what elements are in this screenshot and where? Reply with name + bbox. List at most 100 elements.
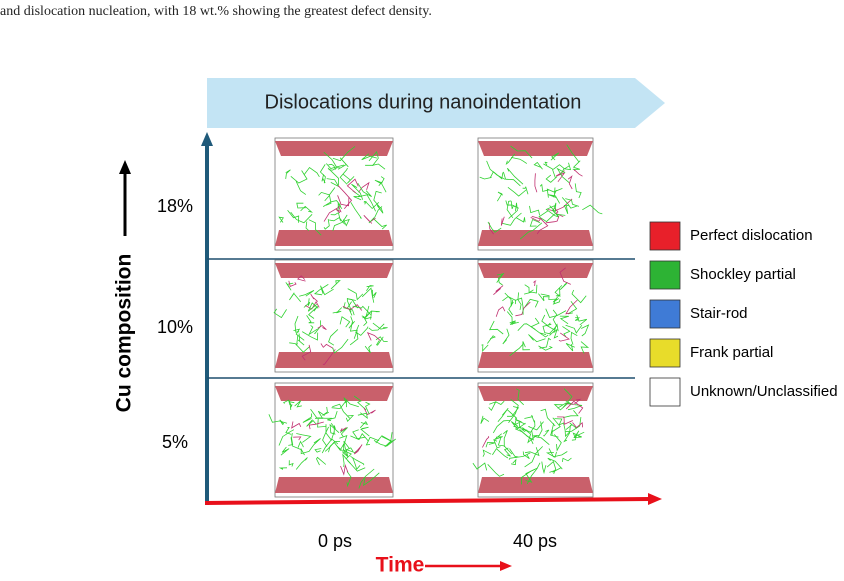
legend-label: Perfect dislocation (690, 227, 813, 244)
simulation-snapshot (273, 259, 394, 373)
dislocation-line (323, 151, 341, 169)
dislocation-line (562, 457, 572, 462)
dislocation-line (319, 164, 326, 184)
legend-label: Unknown/Unclassified (690, 383, 838, 400)
dislocation-line (498, 273, 504, 286)
dislocation-line (374, 179, 387, 193)
dislocation-line (308, 438, 321, 452)
dislocation-line (552, 298, 561, 305)
dislocation-line (340, 427, 347, 432)
dislocation-line (505, 153, 516, 165)
dislocation-line (509, 320, 519, 325)
dislocation-line (502, 328, 510, 345)
bottom-slab (275, 352, 393, 368)
dislocation-line (289, 292, 302, 303)
dislocation-line (524, 414, 535, 423)
dislocation-line (346, 178, 359, 194)
dislocation-line (509, 343, 524, 357)
dislocation-line (565, 343, 575, 352)
dislocation-line (529, 205, 540, 216)
x-axis-label: Time (376, 554, 425, 577)
dislocation-line (365, 401, 371, 415)
dislocation-line (287, 209, 300, 223)
dislocation-line (326, 163, 345, 169)
simulation-snapshot (274, 137, 394, 251)
dislocation-line (321, 174, 326, 184)
dislocation-line (510, 421, 526, 430)
dislocation-line (304, 300, 320, 310)
dislocation-line (552, 309, 558, 328)
dislocation-line (342, 453, 351, 467)
dislocation-line (523, 284, 538, 295)
legend-swatch (649, 338, 681, 368)
bottom-slab (275, 230, 393, 246)
dislocation-line (323, 218, 330, 230)
dislocation-line (352, 305, 372, 315)
dislocation-line (297, 440, 304, 448)
dislocation-line (522, 341, 530, 351)
legend-swatch (649, 377, 681, 407)
dislocation-line (539, 332, 549, 338)
y-axis-label: Cu composition (113, 254, 136, 413)
dislocation-line (361, 153, 378, 161)
dislocation-line (366, 332, 381, 341)
dislocation-line (559, 315, 569, 325)
dislocation-line (557, 400, 573, 409)
dislocation-line (565, 198, 580, 207)
dislocation-line (364, 344, 372, 354)
dislocation-line (554, 418, 565, 426)
dislocation-line (481, 344, 489, 352)
dislocation-line (285, 169, 291, 179)
dislocation-line (332, 146, 356, 162)
dislocation-line (507, 406, 520, 417)
dislocation-line (307, 302, 319, 312)
legend-swatch (649, 221, 681, 251)
dislocation-line (339, 434, 348, 450)
dislocation-line (534, 173, 538, 193)
dislocation-line (552, 294, 561, 303)
simulation-snapshot (268, 382, 396, 498)
dislocation-line (559, 267, 571, 285)
dislocation-line (363, 215, 376, 224)
dislocation-line (293, 328, 305, 341)
dislocation-line (273, 308, 287, 319)
dislocation-line (301, 331, 319, 341)
dislocation-line (363, 472, 380, 487)
dislocation-line (570, 331, 578, 345)
dislocation-line (511, 458, 517, 466)
dislocation-line (330, 212, 341, 222)
dislocation-line (323, 205, 341, 222)
dislocation-line (538, 345, 553, 351)
dislocation-line (305, 221, 309, 231)
dislocation-line (352, 429, 365, 440)
dislocation-line (291, 421, 302, 429)
dislocation-line (290, 170, 308, 184)
dislocation-line (300, 447, 310, 456)
dislocation-line (326, 178, 340, 188)
dislocation-line (558, 332, 570, 342)
dislocation-line (563, 424, 571, 443)
dislocation-line (521, 420, 536, 433)
dislocation-line (565, 324, 583, 334)
dislocation-line (565, 400, 584, 414)
dislocation-line (310, 293, 318, 302)
dislocation-line (308, 325, 318, 336)
dislocation-line (566, 144, 580, 163)
dislocation-line (487, 464, 505, 477)
dislocation-line (550, 152, 560, 161)
dislocation-line (550, 429, 559, 438)
top-slab (275, 141, 393, 156)
dislocation-line (554, 285, 563, 298)
dislocation-line (339, 167, 348, 185)
dislocation-line (376, 205, 384, 214)
dislocation-line (268, 414, 288, 424)
dislocation-line (337, 185, 353, 209)
dislocation-line (563, 204, 569, 215)
dislocation-line (324, 194, 332, 206)
legend-label: Frank partial (690, 344, 773, 361)
dislocation-line (278, 429, 295, 446)
legend-swatch (649, 299, 681, 329)
dislocation-line (519, 222, 543, 240)
dislocation-line (373, 190, 382, 208)
